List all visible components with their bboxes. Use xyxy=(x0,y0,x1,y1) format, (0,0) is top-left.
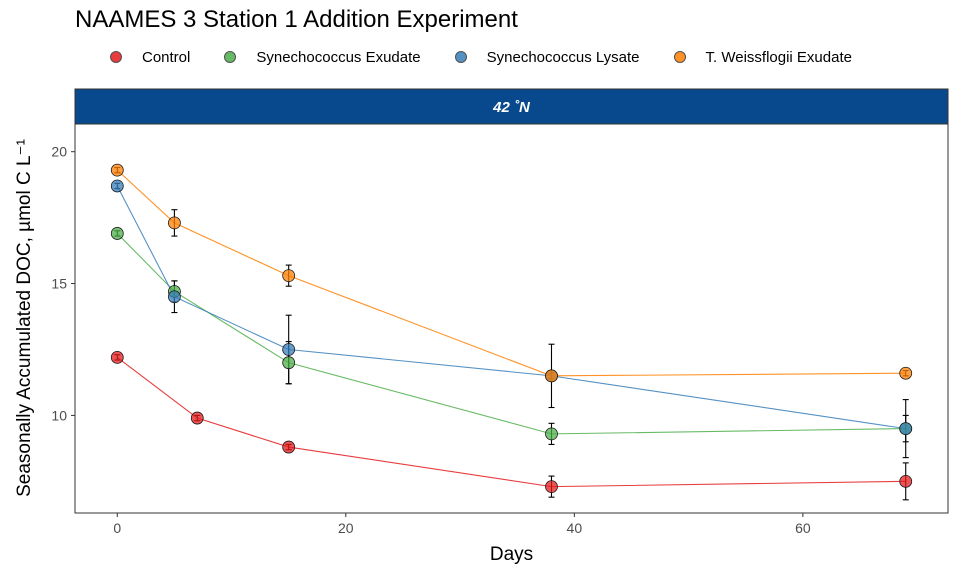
data-point-control xyxy=(282,440,296,454)
data-point-t-weissflogii-exudate xyxy=(545,369,558,383)
legend-key-synechococcus-exudate xyxy=(224,51,237,63)
data-point-control xyxy=(545,480,558,494)
chart-title: NAAMES 3 Station 1 Addition Experiment xyxy=(75,6,518,33)
legend-item-synechococcus-exudate: Synechococcus Exudate xyxy=(224,48,421,66)
data-point-synechococcus-lysate xyxy=(110,179,124,193)
axes: 0 20 40 60 10 15 20 xyxy=(51,144,810,536)
x-tick-label: 0 xyxy=(113,520,121,536)
x-axis-title: Days xyxy=(490,544,533,565)
data-layer xyxy=(110,163,913,501)
x-tick-label: 20 xyxy=(338,520,354,536)
legend-label-synechococcus-lysate: Synechococcus Lysate xyxy=(486,48,640,66)
facet-strip xyxy=(74,88,949,125)
legend-label-synechococcus-exudate: Synechococcus Exudate xyxy=(256,48,421,66)
y-tick-label: 10 xyxy=(51,407,67,423)
facet-strip-label: 42 ˚N xyxy=(492,99,531,116)
data-point-t-weissflogii-exudate xyxy=(168,216,181,230)
data-point-t-weissflogii-exudate xyxy=(899,366,913,380)
plot-panel xyxy=(74,123,949,514)
data-point-control xyxy=(110,350,124,364)
data-point-t-weissflogii-exudate xyxy=(282,269,296,283)
legend-key-synechococcus-lysate xyxy=(454,51,467,63)
y-axis-title: Seasonally Accumulated DOC, µmol C L⁻¹ xyxy=(14,139,35,497)
x-tick-label: 40 xyxy=(567,520,583,536)
legend-item-t-weissflogii-exudate: T. Weissflogii Exudate xyxy=(673,48,852,66)
y-tick-label: 20 xyxy=(51,144,67,160)
legend-key-t-weissflogii-exudate xyxy=(673,51,686,63)
data-point-control xyxy=(190,411,204,425)
data-point-control xyxy=(899,474,913,488)
legend-label-control: Control xyxy=(142,48,191,66)
legend: Control Synechococcus Exudate Synechococ… xyxy=(110,46,852,68)
legend-key-control xyxy=(110,51,122,63)
data-point-synechococcus-lysate xyxy=(899,422,913,436)
legend-label-t-weissflogii-exudate: T. Weissflogii Exudate xyxy=(705,48,852,66)
data-point-synechococcus-lysate xyxy=(282,343,296,356)
data-point-synechococcus-exudate xyxy=(545,427,558,441)
data-point-synechococcus-exudate xyxy=(110,227,124,240)
data-point-t-weissflogii-exudate xyxy=(110,163,124,177)
y-tick-label: 15 xyxy=(51,276,67,292)
legend-item-control: Control xyxy=(110,49,190,66)
data-point-synechococcus-exudate xyxy=(282,356,296,370)
legend-item-synechococcus-lysate: Synechococcus Lysate xyxy=(454,48,640,66)
data-point-synechococcus-lysate xyxy=(168,290,181,304)
x-tick-label: 60 xyxy=(795,520,811,536)
